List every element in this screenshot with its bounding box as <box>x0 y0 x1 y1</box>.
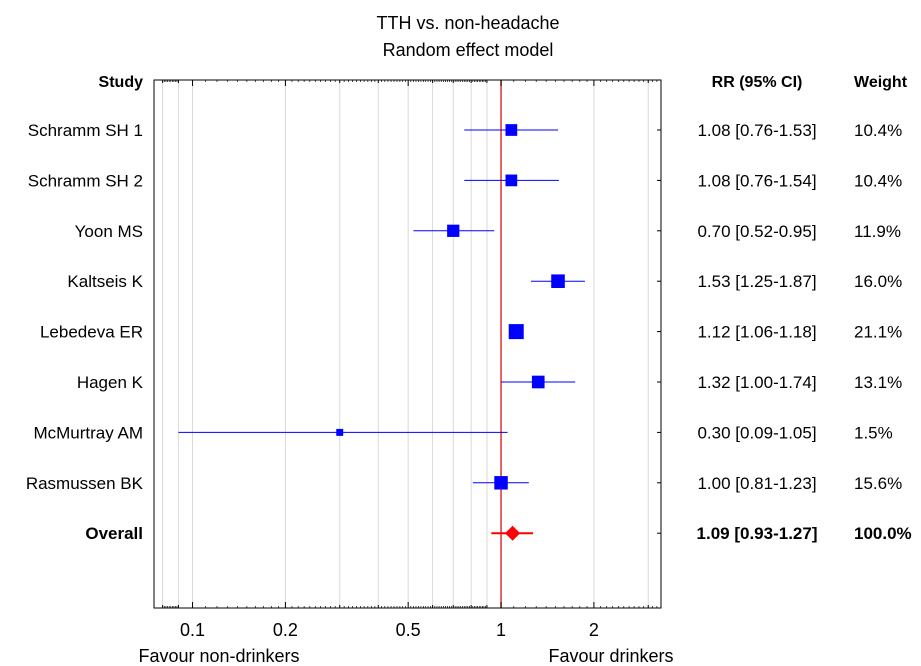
overall-rr-value: 1.09 [0.93-1.27] <box>697 524 818 543</box>
weight-value: 15.6% <box>854 474 902 493</box>
effect-marker <box>505 174 518 187</box>
overall-diamond <box>505 525 521 541</box>
study-row: Schramm SH 2 1.08 [0.76-1.54] 10.4% <box>28 171 902 190</box>
study-name: McMurtray AM <box>33 423 143 442</box>
overall-weight-value: 100.0% <box>854 524 912 543</box>
favour-right-label: Favour drinkers <box>548 646 673 666</box>
weight-value: 16.0% <box>854 272 902 291</box>
rr-column-header: RR (95% CI) <box>712 74 803 91</box>
rr-value: 1.12 [1.06-1.18] <box>697 323 816 342</box>
study-row: Schramm SH 1 1.08 [0.76-1.53] 10.4% <box>28 121 902 140</box>
study-row: Hagen K 1.32 [1.00-1.74] 13.1% <box>77 373 902 392</box>
study-name: Yoon MS <box>75 222 143 241</box>
study-name: Kaltseis K <box>67 272 143 291</box>
x-tick-label: 1 <box>496 620 506 640</box>
study-row: Kaltseis K 1.53 [1.25-1.87] 16.0% <box>67 272 902 291</box>
study-row: Rasmussen BK 1.00 [0.81-1.23] 15.6% <box>26 474 902 493</box>
weight-value: 1.5% <box>854 423 893 442</box>
study-row: Lebedeva ER 1.12 [1.06-1.18] 21.1% <box>40 323 902 342</box>
effect-marker <box>447 224 460 237</box>
chart-subtitle: Random effect model <box>383 40 554 60</box>
plot-frame <box>153 79 662 609</box>
effect-marker <box>551 274 565 288</box>
weight-value: 21.1% <box>854 323 902 342</box>
weight-column-header: Weight <box>854 74 908 91</box>
study-name: Hagen K <box>77 373 144 392</box>
rr-value: 0.70 [0.52-0.95] <box>697 222 816 241</box>
axis-ticks: 0.1 0.2 0.5 1 2 <box>162 80 662 640</box>
rr-value: 1.08 [0.76-1.54] <box>697 171 816 190</box>
grid-lines <box>162 81 649 607</box>
weight-value: 10.4% <box>854 121 902 140</box>
study-row: Yoon MS 0.70 [0.52-0.95] 11.9% <box>75 222 901 241</box>
effect-marker <box>508 324 524 340</box>
x-tick-label: 0.1 <box>180 620 205 640</box>
overall-label: Overall <box>85 524 143 543</box>
weight-value: 13.1% <box>854 373 902 392</box>
weight-value: 11.9% <box>854 222 901 241</box>
x-tick-label: 2 <box>589 620 599 640</box>
study-name: Lebedeva ER <box>40 323 143 342</box>
rr-value: 1.32 [1.00-1.74] <box>697 373 816 392</box>
study-name: Schramm SH 2 <box>28 171 143 190</box>
overall-row: Overall 1.09 [0.93-1.27] 100.0% <box>85 524 911 543</box>
study-column-header: Study <box>99 74 144 91</box>
rr-value: 0.30 [0.09-1.05] <box>697 423 816 442</box>
effect-marker <box>494 476 508 490</box>
study-name: Schramm SH 1 <box>28 121 143 140</box>
effect-marker <box>336 428 344 436</box>
weight-value: 10.4% <box>854 171 902 190</box>
study-rows: Schramm SH 1 1.08 [0.76-1.53] 10.4%Schramm… <box>26 121 912 543</box>
effect-marker <box>531 375 545 389</box>
study-name: Rasmussen BK <box>26 474 144 493</box>
rr-value: 1.53 [1.25-1.87] <box>697 272 816 291</box>
study-row: McMurtray AM 0.30 [0.09-1.05] 1.5% <box>33 423 892 442</box>
favour-left-label: Favour non-drinkers <box>138 646 299 666</box>
chart-title: TTH vs. non-headache <box>376 13 559 33</box>
effect-marker <box>505 124 518 136</box>
x-tick-label: 0.2 <box>273 620 298 640</box>
rr-value: 1.08 [0.76-1.53] <box>697 121 816 140</box>
rr-value: 1.00 [0.81-1.23] <box>697 474 816 493</box>
x-tick-label: 0.5 <box>396 620 421 640</box>
